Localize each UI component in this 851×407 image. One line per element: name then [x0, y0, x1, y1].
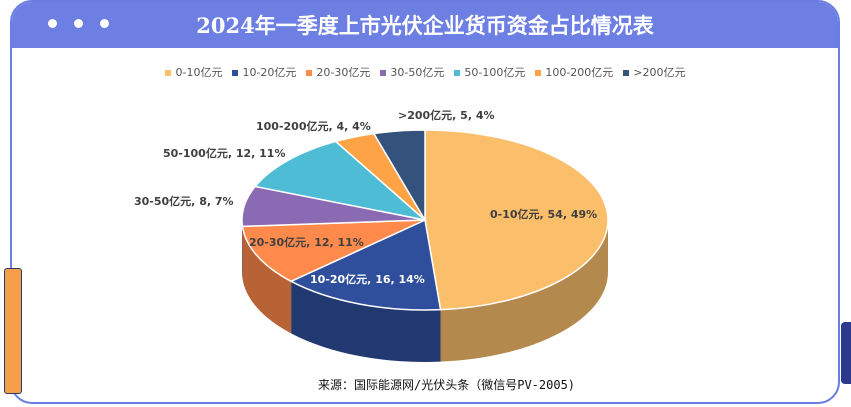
data-label: 50-100亿元, 12, 11%	[163, 147, 286, 160]
data-label: 10-20亿元, 16, 14%	[310, 273, 425, 286]
legend-label: 50-100亿元	[464, 66, 526, 79]
legend-label: 30-50亿元	[390, 66, 445, 79]
data-label: 100-200亿元, 4, 4%	[256, 120, 371, 133]
data-label: >200亿元, 5, 4%	[398, 109, 495, 122]
legend-swatch	[232, 70, 239, 76]
legend-swatch	[380, 70, 387, 76]
pencil-decoration	[4, 268, 22, 394]
legend-swatch	[623, 70, 630, 76]
pie-slice	[241, 219, 426, 283]
legend-swatch	[454, 70, 461, 76]
side-tab-decoration	[841, 322, 851, 384]
legend-label: >200亿元	[633, 66, 686, 79]
legend-item: 100-200亿元	[535, 64, 613, 80]
legend-swatch	[306, 70, 313, 76]
pie-slice-side	[440, 220, 608, 362]
legend-label: 10-20亿元	[242, 66, 297, 79]
source-note: 来源：国际能源网/光伏头条（微信号PV-2005)	[318, 378, 576, 392]
legend: 0-10亿元 10-20亿元 20-30亿元 30-50亿元 50-100亿元 100-2…	[0, 64, 851, 80]
pie-slice	[289, 218, 442, 311]
legend-item: 10-20亿元	[232, 64, 296, 80]
legend-item: 30-50亿元	[380, 64, 444, 80]
legend-label: 100-200亿元	[545, 66, 614, 79]
legend-label: 0-10亿元	[175, 66, 223, 79]
pie-slice	[372, 129, 426, 223]
legend-item: 0-10亿元	[165, 64, 222, 80]
legend-item: >200亿元	[623, 64, 686, 80]
legend-item: 20-30亿元	[306, 64, 370, 80]
legend-swatch	[535, 70, 542, 76]
legend-label: 20-30亿元	[316, 66, 371, 79]
chart-title: 2024年一季度上市光伏企业货币资金占比情况表	[196, 13, 654, 38]
data-label: 20-30亿元, 12, 11%	[249, 236, 364, 249]
legend-swatch	[165, 70, 172, 76]
title-bar: 2024年一季度上市光伏企业货币资金占比情况表	[12, 2, 838, 48]
pie-slice	[253, 140, 428, 222]
dot-icon	[48, 19, 57, 28]
legend-item: 50-100亿元	[454, 64, 525, 80]
data-label: 30-50亿元, 8, 7%	[134, 195, 234, 208]
dot-icon	[74, 19, 83, 28]
pie-slice	[424, 129, 609, 311]
pie-slice-side	[291, 281, 441, 362]
dot-icon	[100, 19, 109, 28]
data-label: 0-10亿元, 54, 49%	[490, 208, 598, 221]
chart-frame: 2024年一季度上市光伏企业货币资金占比情况表	[10, 0, 840, 404]
